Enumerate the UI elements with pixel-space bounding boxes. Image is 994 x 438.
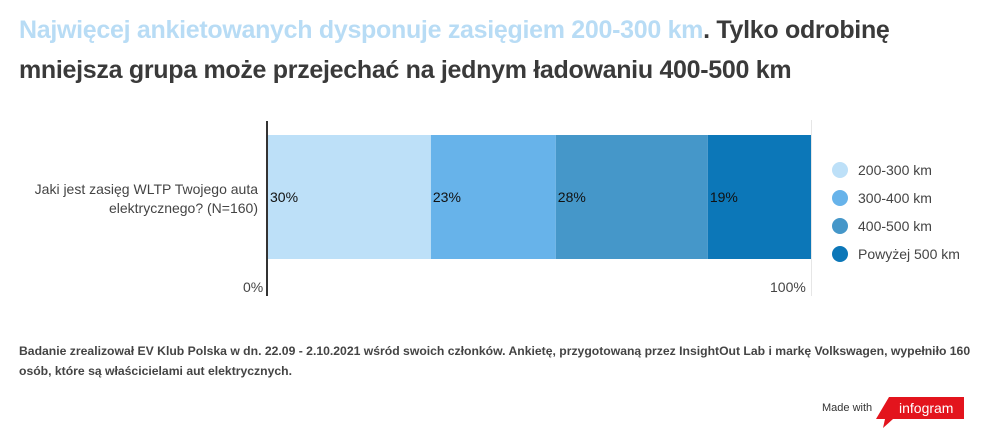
legend-item[interactable]: 300-400 km (832, 184, 960, 212)
legend-dot (832, 190, 848, 206)
legend-item[interactable]: 400-500 km (832, 212, 960, 240)
logo-text: infogram (899, 400, 953, 416)
title-rest: . Tylko odrobinę mniejsza grupa może prz… (19, 16, 890, 84)
made-with-text: Made with (822, 402, 873, 414)
legend-label: Powyżej 500 km (858, 246, 960, 262)
infogram-logo[interactable]: infogram (875, 395, 965, 434)
title-highlight: Najwięcej ankietowanych dysponuje zasięg… (19, 16, 704, 44)
chart-svg: 30% 23% 28% 19% (266, 120, 812, 296)
bar-segment-2[interactable] (430, 135, 556, 259)
chart-title: Najwięcej ankietowanych dysponuje zasięg… (19, 10, 979, 90)
legend-dot (832, 162, 848, 178)
x-tick-0: 0% (243, 279, 264, 295)
footnote: Badanie zrealizował EV Klub Polska w dn.… (19, 344, 971, 378)
legend-label: 400-500 km (858, 218, 932, 234)
data-label-2: 23% (433, 189, 461, 205)
legend: 200-300 km 300-400 km 400-500 km Powyżej… (832, 156, 960, 268)
legend-dot (832, 218, 848, 234)
legend-dot (832, 246, 848, 262)
bar-segment-1[interactable] (268, 135, 431, 259)
bar-segment-4[interactable] (707, 135, 811, 259)
category-label: Jaki jest zasięg WLTP Twojego auta elekt… (34, 181, 258, 216)
chart: 30% 23% 28% 19% Jaki jest zasięg WLTP Twoje… (34, 120, 960, 296)
bar-segment-3[interactable] (555, 135, 708, 259)
legend-label: 300-400 km (858, 190, 932, 206)
x-tick-100: 100% (770, 279, 806, 295)
data-label-4: 19% (710, 189, 738, 205)
legend-item[interactable]: Powyżej 500 km (832, 240, 960, 268)
data-label-1: 30% (270, 189, 298, 205)
infogram-logo-icon: infogram (876, 397, 964, 428)
legend-item[interactable]: 200-300 km (832, 156, 960, 184)
legend-label: 200-300 km (858, 162, 932, 178)
bars-group: 30% 23% 28% 19% (268, 135, 811, 259)
data-label-3: 28% (558, 189, 586, 205)
